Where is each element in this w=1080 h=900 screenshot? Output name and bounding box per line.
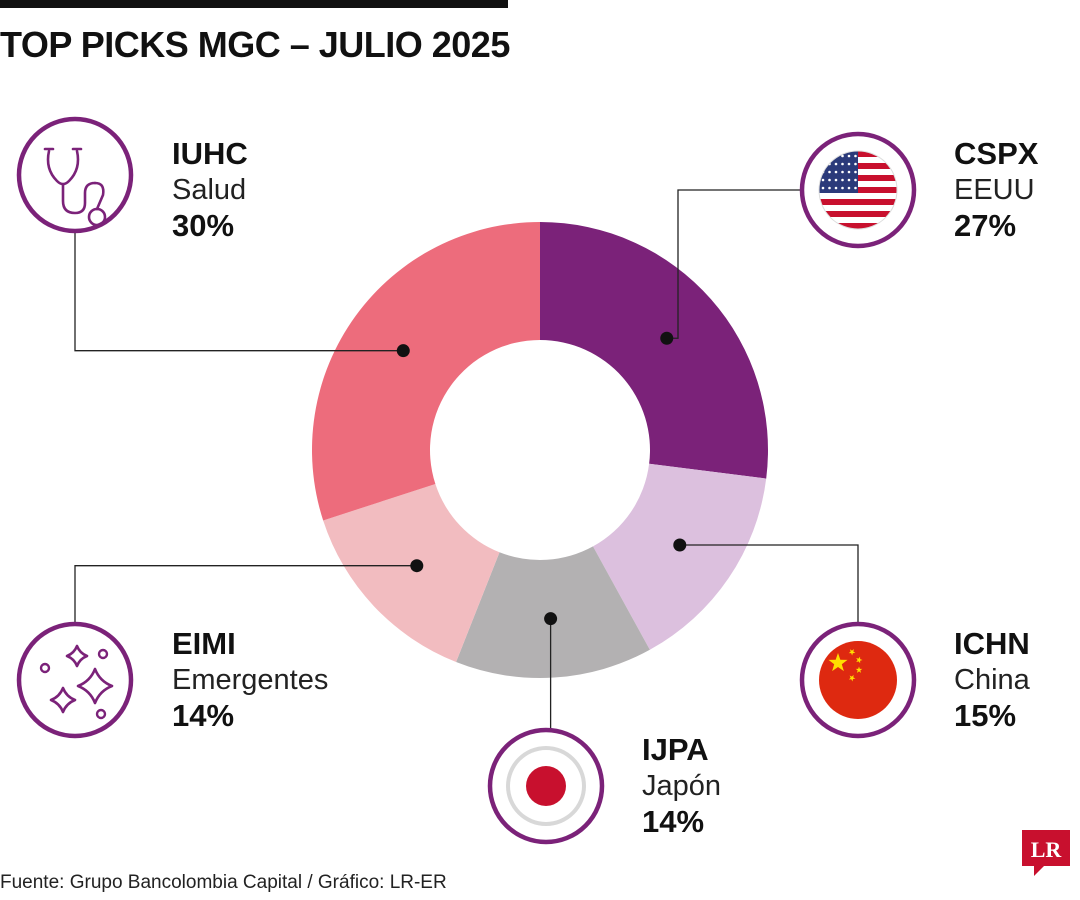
- slice-name-IJPA: Japón: [642, 770, 722, 802]
- label-EIMI: EIMI Emergentes 14%: [172, 626, 328, 734]
- slice-code-IJPA: IJPA: [642, 732, 709, 767]
- label-IJPA: IJPA Japón 14%: [642, 732, 721, 840]
- leader-line-IUHC: [74, 232, 404, 352]
- usa-flag-icon: [818, 150, 898, 230]
- slice-IJPA: [456, 546, 650, 678]
- chart-title: TOP PICKS MGC – JULIO 2025: [0, 24, 510, 65]
- slice-IUHC: [312, 222, 540, 521]
- leader-dot-CSPX: [660, 331, 674, 345]
- slice-EIMI: [323, 483, 500, 662]
- slice-pct-CSPX: 27%: [954, 208, 1017, 243]
- slice-pct-IUHC: 30%: [172, 208, 235, 243]
- badge-EIMI: [16, 621, 134, 739]
- leader-line-EIMI: [74, 565, 417, 623]
- sparkles-icon: [39, 644, 114, 720]
- label-IUHC: IUHC Salud 30%: [172, 136, 248, 244]
- slice-pct-IJPA: 14%: [642, 804, 705, 839]
- slice-name-ICHN: China: [954, 664, 1030, 696]
- slice-name-EIMI: Emergentes: [172, 664, 329, 696]
- badge-ICHN: [799, 621, 917, 739]
- china-flag-icon: [819, 641, 897, 719]
- leader-dot-ICHN: [673, 538, 687, 552]
- badge-IUHC: [16, 116, 134, 234]
- leader-dot-IUHC: [396, 344, 410, 358]
- source-note: Fuente: Grupo Bancolombia Capital / Gráf…: [0, 872, 447, 893]
- label-CSPX: CSPX EEUU 27%: [954, 136, 1038, 244]
- logo-text: LR: [1031, 837, 1063, 862]
- slice-code-CSPX: CSPX: [954, 136, 1039, 171]
- label-ICHN: ICHN China 15%: [954, 626, 1030, 734]
- badge-IJPA: [487, 727, 605, 845]
- slice-code-ICHN: ICHN: [954, 626, 1030, 661]
- stethoscope-icon: [43, 147, 107, 227]
- slice-pct-ICHN: 15%: [954, 698, 1017, 733]
- slice-name-CSPX: EEUU: [954, 174, 1035, 206]
- badge-CSPX: [799, 131, 917, 249]
- slice-code-EIMI: EIMI: [172, 626, 236, 661]
- top-rule: [0, 0, 508, 8]
- leader-dot-EIMI: [410, 559, 424, 573]
- slice-name-IUHC: Salud: [172, 174, 247, 206]
- japan-flag-icon: [506, 746, 586, 826]
- slice-CSPX: [540, 222, 769, 479]
- lr-logo: LR: [1022, 830, 1070, 876]
- slice-code-IUHC: IUHC: [172, 136, 248, 171]
- leader-line-ICHN: [679, 544, 859, 623]
- slice-ICHN: [592, 463, 767, 650]
- leader-dot-IJPA: [544, 612, 558, 626]
- slice-pct-EIMI: 14%: [172, 698, 235, 733]
